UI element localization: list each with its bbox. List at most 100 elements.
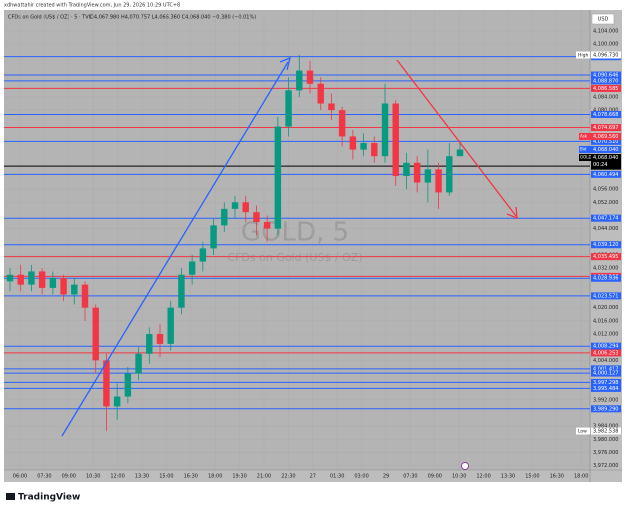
candle-body <box>146 334 153 354</box>
level-tag <box>591 253 621 261</box>
candle-body <box>210 225 217 249</box>
candle-body <box>28 271 35 285</box>
level-label: 4,006.253 <box>593 350 618 356</box>
x-tick-label: 10:30 <box>86 474 100 480</box>
x-tick-label: 07:30 <box>403 474 417 480</box>
level-label: 4,047.174 <box>593 216 618 222</box>
x-tick-label: 21:00 <box>257 474 271 480</box>
level-tag <box>591 71 621 79</box>
y-tick-label: 4,104.000 <box>593 29 618 35</box>
x-tick-label: 16:30 <box>184 474 198 480</box>
x-tick-label: 03:00 <box>354 474 368 480</box>
extreme-box <box>591 51 621 59</box>
arrow-head <box>506 206 518 219</box>
candle-body <box>253 212 260 223</box>
candle-body <box>296 70 303 91</box>
level-tag <box>591 405 621 413</box>
x-tick-label: 27 <box>310 474 316 480</box>
candle-body <box>17 274 24 285</box>
candle-body <box>167 307 174 344</box>
level-label: 3,995.484 <box>593 386 618 392</box>
y-tick-label: 4,012.000 <box>593 332 618 338</box>
price-tag-name-box <box>579 145 591 153</box>
candle-body <box>435 169 442 193</box>
y-tick-label: 3,984.000 <box>593 424 618 430</box>
candle-body <box>49 278 57 288</box>
level-label: 4,001.417 <box>593 366 618 372</box>
candle-body <box>317 83 324 104</box>
candle-body <box>92 307 99 361</box>
currency-box[interactable] <box>591 13 615 25</box>
level-label: 4,028.936 <box>593 276 618 282</box>
y-tick-label: 4,004.000 <box>593 358 618 364</box>
extreme-name: High <box>578 53 588 59</box>
x-tick-label: 09:00 <box>62 474 76 480</box>
level-tag <box>591 214 621 222</box>
price-tag-name: Ask <box>580 133 588 138</box>
level-tag <box>591 77 621 85</box>
x-tick-label: 01:30 <box>330 474 344 480</box>
x-tick-label: 22:30 <box>281 474 295 480</box>
candle-body <box>178 274 185 308</box>
price-tag-box <box>591 153 621 161</box>
y-tick-label: 3,980.000 <box>593 437 618 443</box>
candle-body <box>403 162 410 176</box>
extreme-name-box <box>576 51 590 59</box>
legend-title: CFDs on Gold (US$ / OZ) · 5 · TVC <box>8 15 93 21</box>
level-label: 4,060.494 <box>593 172 618 178</box>
candle-body <box>113 396 121 407</box>
level-label: 4,008.294 <box>593 344 618 350</box>
candle-body <box>6 274 14 282</box>
x-tick-label: 09:00 <box>428 474 442 480</box>
x-tick-label: 13:30 <box>501 474 515 480</box>
y-tick-label: 4,084.000 <box>593 94 618 100</box>
level-tag <box>591 170 621 178</box>
level-label: 4,088.870 <box>593 78 618 84</box>
x-tick-label: 13:30 <box>135 474 149 480</box>
x-tick-label: 18:00 <box>208 474 222 480</box>
level-tag <box>591 342 621 350</box>
candle-body <box>381 103 389 157</box>
logo-mark <box>6 493 15 500</box>
currency[interactable]: USD <box>598 17 609 23</box>
x-tick-label: 15:00 <box>525 474 539 480</box>
level-label: 4,039.120 <box>593 242 618 248</box>
event-icon[interactable] <box>461 462 469 470</box>
level-tag <box>591 124 621 132</box>
trend-line <box>61 61 289 437</box>
candle-body <box>413 162 421 183</box>
level-label: 4,090.646 <box>593 73 618 79</box>
candle-body <box>349 136 357 150</box>
extreme-box <box>591 427 621 435</box>
y-tick-label: 4,100.000 <box>593 42 618 48</box>
x-tick-label: 15:00 <box>159 474 173 480</box>
candle-body <box>135 353 142 374</box>
candle-body <box>242 202 249 213</box>
candle-body <box>424 169 432 183</box>
price-tag-name: GOLD <box>580 154 592 159</box>
candle-body <box>81 284 89 308</box>
level-label: 4,086.585 <box>593 86 618 92</box>
candle-body <box>71 284 78 295</box>
y-tick-label: 4,020.000 <box>593 305 618 311</box>
extreme-name: Low <box>578 429 587 435</box>
x-tick-label: 06:00 <box>13 474 27 480</box>
extreme-label: 3,982.538 <box>593 429 618 435</box>
level-tag <box>591 110 621 118</box>
level-tag <box>591 369 621 377</box>
candle-body <box>456 149 464 157</box>
x-tick-label: 19:30 <box>232 474 246 480</box>
time-axis-background <box>4 470 622 482</box>
level-tag <box>591 274 621 282</box>
header: xdhwattahir created with TradingView.com… <box>4 3 180 9</box>
level-tag <box>591 349 621 357</box>
trend-line <box>396 59 517 217</box>
price-tag-box <box>591 132 621 140</box>
x-tick-label: 12:00 <box>476 474 490 480</box>
level-label: 3,989.290 <box>593 406 618 412</box>
watermark: GOLD, 5 <box>241 218 349 248</box>
level-tag <box>591 84 621 92</box>
price-tag-name: Bid <box>580 146 587 151</box>
level-label: 4,000.127 <box>593 371 618 377</box>
